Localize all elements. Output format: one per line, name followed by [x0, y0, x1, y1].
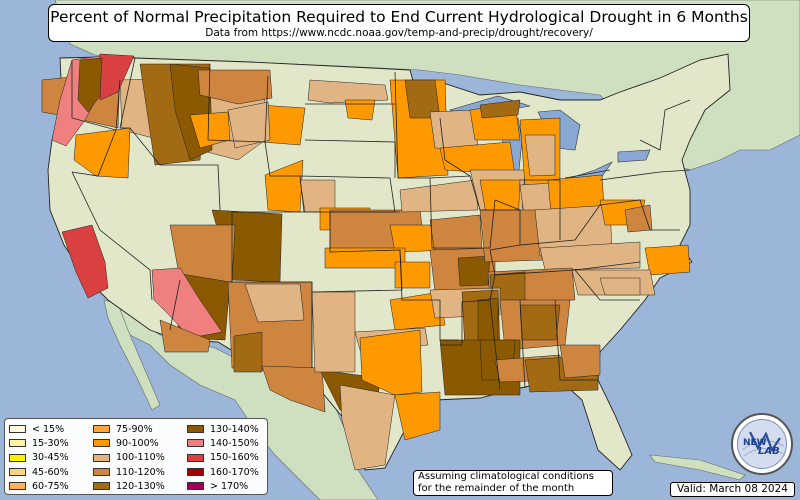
legend-item: 120-130% [93, 479, 165, 493]
legend-swatch [187, 482, 204, 491]
drought-region [244, 283, 305, 323]
land-baja [103, 299, 161, 411]
legend-item: 15-30% [9, 436, 69, 450]
legend-item: 110-120% [93, 465, 165, 479]
legend-label: 45-60% [32, 466, 69, 478]
drought-regions [41, 53, 691, 471]
legend-swatch [93, 425, 110, 434]
legend-label: 15-30% [32, 437, 69, 449]
legend-swatch [93, 468, 110, 477]
logo-emblem: NEW LAB [741, 431, 785, 457]
drought-region [457, 255, 491, 287]
drought-region [189, 111, 231, 149]
drought-region [299, 179, 336, 213]
assumption-note-line-2: for the remainder of the month [418, 483, 575, 494]
drought-region [519, 304, 561, 341]
legend-item: 150-160% [187, 451, 259, 465]
legend-item: 75-90% [93, 422, 165, 436]
legend-swatch [187, 453, 204, 462]
drought-region [359, 329, 423, 396]
legend-item: 140-150% [187, 436, 259, 450]
legend-item: 160-170% [187, 465, 259, 479]
legend-swatch [93, 453, 110, 462]
legend-swatch [9, 439, 26, 448]
legend-label: 120-130% [116, 480, 165, 492]
legend-item: 30-45% [9, 451, 69, 465]
title-box: Percent of Normal Precipitation Required… [48, 4, 750, 42]
drought-region [339, 384, 396, 471]
drought-region [77, 57, 103, 113]
legend-item: 60-75% [9, 479, 69, 493]
legend-label: > 170% [210, 480, 249, 492]
drought-region [644, 244, 691, 276]
legend-item: > 170% [187, 479, 259, 493]
legend-label: 140-150% [210, 437, 259, 449]
drought-region [524, 134, 556, 177]
drought-region [61, 224, 109, 299]
drought-region [477, 297, 499, 346]
legend-label: 30-45% [32, 452, 69, 464]
lab-logo: NEW LAB [731, 413, 793, 475]
legend-item: 100-110% [93, 451, 165, 465]
valid-date: Valid: March 08 2024 [670, 482, 795, 497]
legend-label: 160-170% [210, 466, 259, 478]
drought-region [197, 69, 273, 105]
legend-label: 100-110% [116, 452, 165, 464]
legend-label: 60-75% [32, 480, 69, 492]
state-borders [71, 57, 691, 391]
drought-region [227, 101, 271, 149]
drought-region [479, 209, 546, 263]
drought-region [344, 99, 376, 121]
drought-region [159, 319, 211, 353]
legend-label: 150-160% [210, 452, 259, 464]
drought-region [399, 179, 479, 213]
legend-column-1: < 15% 15-30% 30-45% 45-60% 60-75% [9, 422, 69, 493]
logo-globe-icon: NEW LAB [737, 419, 787, 469]
legend-item: 130-140% [187, 422, 259, 436]
drought-region [599, 277, 641, 296]
logo-text-bottom: LAB [758, 446, 780, 457]
legend-item: 90-100% [93, 436, 165, 450]
legend-swatch [93, 482, 110, 491]
legend-label: 110-120% [116, 466, 165, 478]
assumption-note: Assuming climatological conditions for t… [413, 470, 613, 496]
legend-swatch [187, 468, 204, 477]
legend-item: 45-60% [9, 465, 69, 479]
drought-region [73, 127, 131, 179]
drought-region [151, 267, 223, 339]
legend-column-3: 130-140% 140-150% 150-160% 160-170% > 17… [187, 422, 259, 493]
drought-region [394, 391, 441, 441]
legend-swatch [187, 439, 204, 448]
legend-swatch [9, 425, 26, 434]
drought-region [233, 331, 263, 373]
legend-swatch [9, 482, 26, 491]
legend-swatch [9, 468, 26, 477]
assumption-note-line-1: Assuming climatological conditions [418, 471, 594, 482]
logo-text-top: NEW [743, 438, 767, 448]
map-title: Percent of Normal Precipitation Required… [50, 8, 748, 26]
drought-region [559, 344, 601, 379]
legend-label: 90-100% [116, 437, 159, 449]
drought-region [389, 291, 446, 331]
legend-swatch [187, 425, 204, 434]
legend-column-2: 75-90% 90-100% 100-110% 110-120% 120-130… [93, 422, 165, 493]
drought-region [539, 241, 641, 271]
drought-region [624, 204, 653, 233]
drought-region [311, 291, 356, 373]
legend-label: 130-140% [210, 423, 259, 435]
map-subtitle: Data from https://www.ncdc.noaa.gov/temp… [205, 27, 593, 39]
drought-region [479, 99, 521, 119]
legend-label: < 15% [32, 423, 65, 435]
legend-swatch [93, 439, 110, 448]
land-cuba [649, 454, 746, 481]
drought-region [394, 261, 431, 289]
legend-label: 75-90% [116, 423, 153, 435]
legend-swatch [9, 453, 26, 462]
legend: < 15% 15-30% 30-45% 45-60% 60-75% 75-90%… [4, 418, 268, 495]
legend-item: < 15% [9, 422, 69, 436]
